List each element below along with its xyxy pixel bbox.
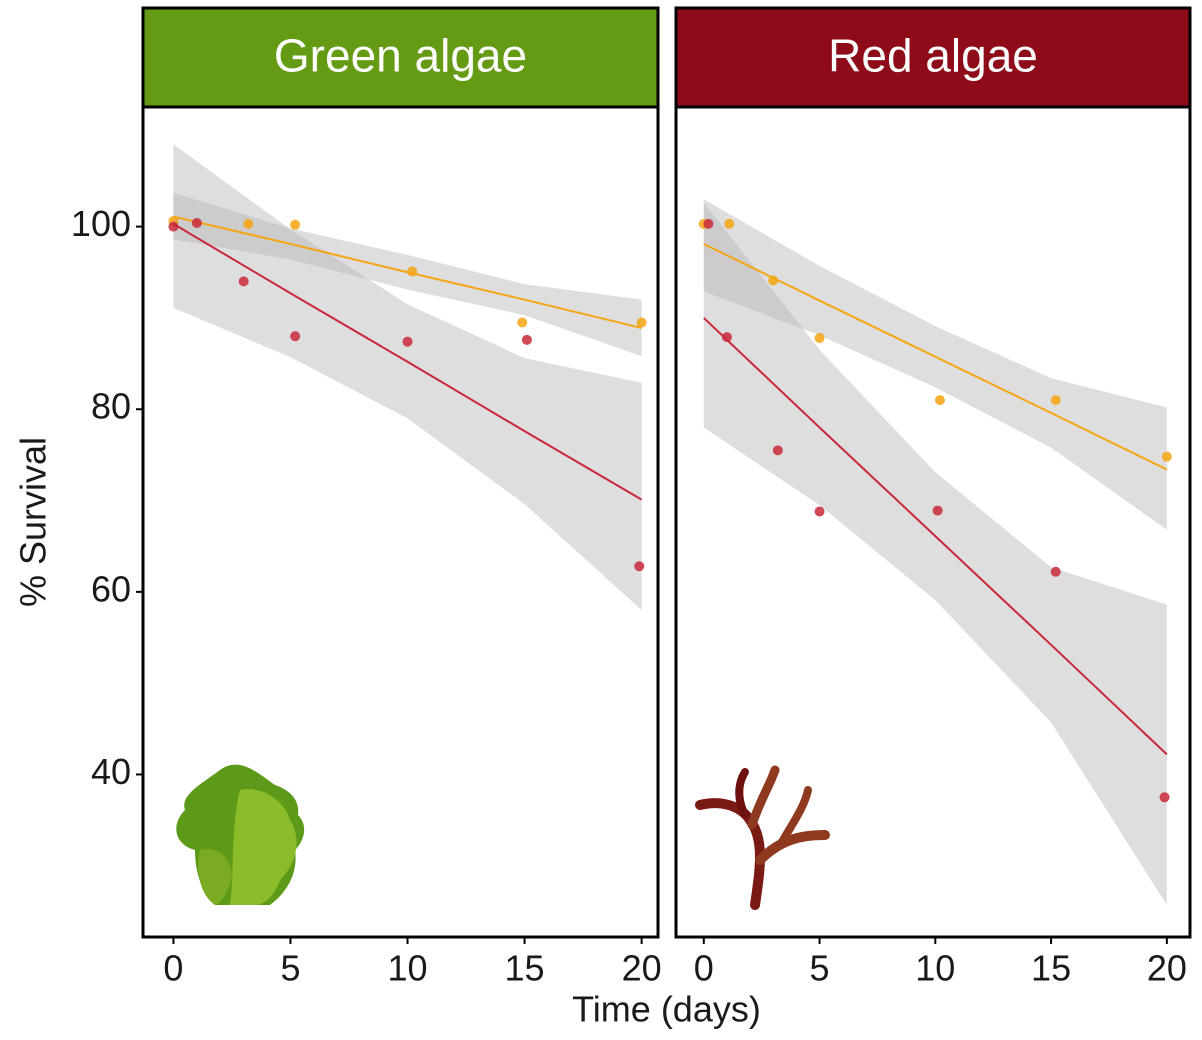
data-point (815, 506, 825, 516)
x-tick-label: 20 (1147, 948, 1187, 989)
data-point (933, 506, 943, 516)
data-point (724, 219, 734, 229)
y-tick-label: 100 (71, 203, 131, 244)
data-point (239, 276, 249, 286)
x-tick-label: 5 (280, 948, 300, 989)
strip-title: Green algae (274, 30, 527, 82)
confidence-band (704, 203, 1167, 905)
data-point (935, 395, 945, 405)
y-axis-label: % Survival (13, 437, 54, 607)
x-tick-label: 0 (694, 948, 714, 989)
data-point (290, 220, 300, 230)
data-point (407, 266, 417, 276)
y-tick-label: 80 (91, 386, 131, 427)
x-tick-label: 15 (505, 948, 545, 989)
green-algae-icon (176, 765, 304, 905)
x-axis-label: Time (days) (572, 989, 761, 1030)
data-point (1160, 792, 1170, 802)
y-tick-label: 40 (91, 751, 131, 792)
data-point (1051, 395, 1061, 405)
red-algae-icon (700, 770, 825, 905)
x-tick-label: 5 (810, 948, 830, 989)
x-tick-label: 10 (387, 948, 427, 989)
x-tick-label: 15 (1031, 948, 1071, 989)
y-tick-label: 60 (91, 568, 131, 609)
data-point (768, 275, 778, 285)
x-tick-label: 0 (163, 948, 183, 989)
data-point (637, 317, 647, 327)
strip-title: Red algae (828, 30, 1038, 82)
data-point (722, 332, 732, 342)
data-point (1162, 452, 1172, 462)
x-tick-label: 10 (915, 948, 955, 989)
confidence-band (173, 144, 641, 610)
data-point (1051, 567, 1061, 577)
data-point (517, 317, 527, 327)
chart: Green algae05101520406080100% SurvivalTi… (0, 0, 1202, 1035)
data-point (773, 445, 783, 455)
data-point (168, 222, 178, 232)
data-point (243, 219, 253, 229)
data-point (703, 219, 713, 229)
data-point (192, 218, 202, 228)
data-point (522, 335, 532, 345)
data-point (815, 333, 825, 343)
data-point (290, 331, 300, 341)
data-point (403, 337, 413, 347)
x-tick-label: 20 (622, 948, 662, 989)
data-point (634, 561, 644, 571)
